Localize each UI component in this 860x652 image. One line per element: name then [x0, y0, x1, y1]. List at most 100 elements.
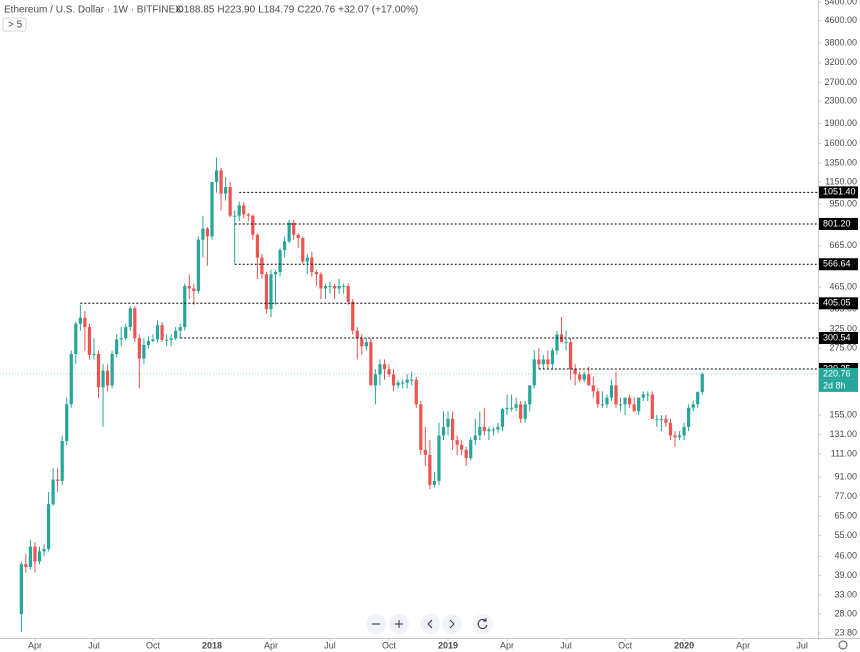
candle-body	[28, 546, 33, 567]
candle-body	[691, 404, 695, 408]
y-tick-label: 91.00	[834, 471, 857, 481]
x-tick-label: Oct	[146, 640, 161, 650]
x-tick-label: 2019	[438, 640, 458, 650]
legend-value: H223.90	[217, 5, 255, 16]
candle-body	[105, 370, 110, 386]
countdown-box	[819, 379, 858, 392]
candle-body	[623, 397, 627, 405]
y-tick-label: 465.00	[829, 282, 857, 292]
zoom-in-icon	[395, 620, 403, 628]
reset-button[interactable]	[473, 614, 493, 634]
candle-body	[664, 418, 668, 423]
candle-body	[119, 338, 123, 340]
candle-body	[78, 317, 82, 324]
y-tick-label: 28.00	[834, 608, 857, 618]
candle-body	[155, 325, 160, 340]
candle-body	[528, 385, 532, 405]
candle-body	[351, 301, 355, 331]
candle-body	[137, 338, 141, 359]
y-tick-label: 111.00	[831, 448, 857, 458]
candle-body	[396, 382, 400, 386]
candle-body	[482, 426, 486, 432]
candle-body	[614, 385, 618, 405]
candle-body	[628, 397, 632, 405]
candle-body	[233, 215, 237, 217]
candle-body	[514, 404, 518, 408]
candle-body	[364, 342, 368, 347]
candle-body	[659, 418, 663, 420]
y-tick-label: 55.00	[834, 530, 857, 540]
x-tick-label: Jul	[560, 640, 572, 650]
candle-body	[673, 435, 677, 438]
candle-body	[46, 504, 51, 550]
y-tick-label: 33.00	[834, 589, 857, 599]
candle-body	[260, 257, 264, 275]
y-tick-label: 1350.00	[824, 158, 857, 168]
candle-body	[42, 549, 46, 552]
candle-body	[509, 407, 514, 409]
candle-body	[550, 350, 555, 365]
last-price-box	[819, 367, 858, 380]
candle-body	[637, 397, 641, 412]
y-tick-label: 131.00	[829, 429, 857, 439]
candle-body	[428, 454, 432, 485]
candle-body	[87, 327, 92, 355]
indicators-toggle[interactable]	[2, 17, 27, 32]
candle-body	[378, 364, 382, 375]
candle-body	[537, 359, 541, 365]
candle-body	[600, 404, 604, 406]
candle-body	[278, 250, 282, 273]
x-tick-label: Jul	[796, 640, 808, 650]
reset-icon	[477, 618, 488, 629]
candle-body	[591, 385, 595, 392]
candle-body	[110, 353, 114, 386]
y-tick-label: 46.00	[834, 551, 857, 561]
candle-body	[391, 374, 396, 386]
candle-body	[410, 379, 414, 381]
candle-body	[19, 564, 23, 615]
candle-body	[618, 404, 623, 406]
symbol: Ethereum / U.S. Dollar · 1W · BITFINEX	[4, 5, 182, 16]
scroll-right-button[interactable]	[442, 614, 462, 634]
candle-body	[373, 374, 378, 386]
y-tick-label: 325.00	[829, 323, 857, 333]
candle-body	[496, 426, 500, 430]
candle-body	[605, 397, 609, 405]
candle-body	[491, 429, 496, 431]
candle-body	[328, 286, 332, 288]
indicators-toggle-label[interactable]: > 5	[8, 20, 23, 31]
candle-body	[174, 330, 178, 339]
x-tick-label: Oct	[382, 640, 397, 650]
candle-body	[224, 187, 228, 194]
candle-body	[273, 272, 278, 275]
y-tick-label: 77.00	[834, 491, 857, 501]
level-label: 1051.40	[823, 187, 856, 197]
y-tick-label: 155.00	[829, 409, 857, 419]
candle-body	[641, 394, 645, 398]
y-tick-label: 2700.00	[824, 77, 857, 87]
candle-body	[573, 369, 577, 375]
x-tick-label: Jul	[88, 640, 100, 650]
candle-body	[83, 317, 87, 328]
legend-value: C220.76	[297, 5, 335, 16]
candle-body	[523, 404, 527, 419]
zoom-controls	[366, 614, 493, 634]
candle-body	[450, 418, 455, 441]
level-label-box	[819, 332, 858, 345]
settings-button[interactable]	[838, 640, 848, 650]
candle-body	[128, 308, 132, 328]
y-tick-label: 65.00	[834, 511, 857, 521]
candle-body	[296, 234, 300, 239]
candle-body	[183, 286, 187, 328]
candle-body	[283, 241, 287, 251]
candle-body	[609, 385, 614, 398]
ohlc-legend: O188.85 H223.90 L184.79 C220.76 +32.07 (+17.…	[176, 5, 418, 16]
scroll-left-button[interactable]	[420, 614, 440, 634]
candle-body	[546, 359, 550, 365]
level-label-box	[819, 186, 858, 199]
candle-body	[342, 286, 346, 288]
candle-body	[196, 239, 200, 292]
candle-body	[469, 440, 473, 459]
candle-body	[314, 272, 318, 275]
candle-body	[596, 391, 600, 405]
